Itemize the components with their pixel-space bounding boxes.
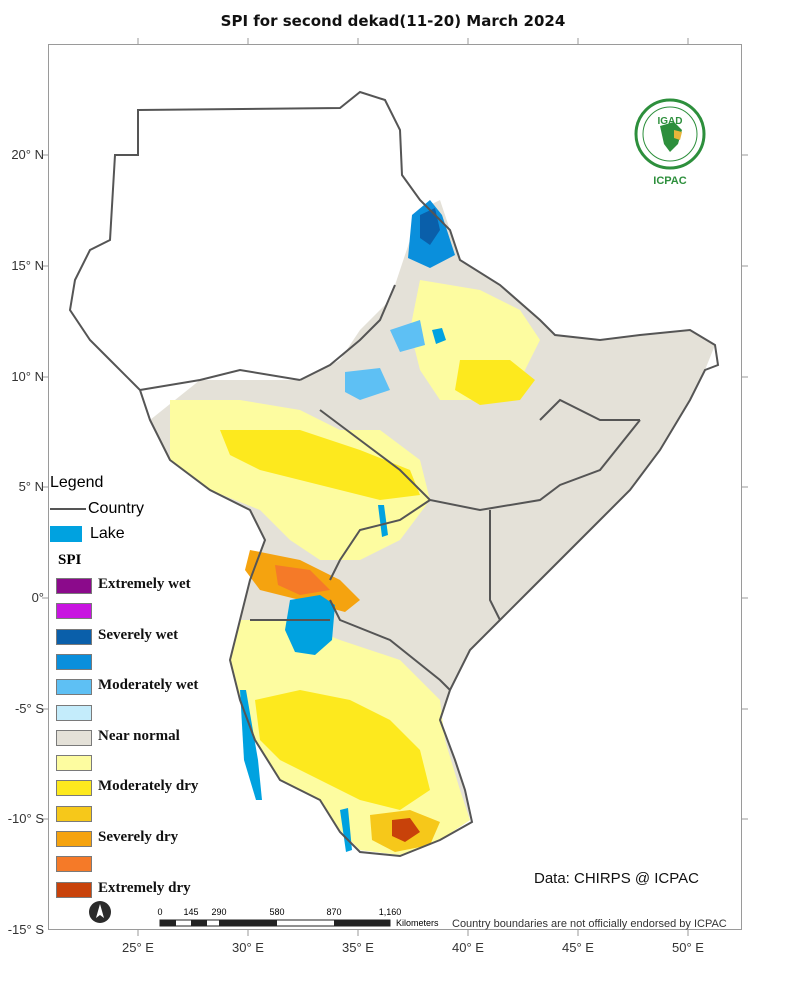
lake-victoria <box>285 595 335 655</box>
region-moddry-west <box>220 430 420 500</box>
region-modwet-ethiopia <box>390 320 425 352</box>
x-label-25e: 25° E <box>122 940 154 955</box>
region-modwet-sudan <box>345 368 390 400</box>
north-arrow-icon <box>89 901 111 923</box>
y-label-10n: 10° N <box>11 369 44 384</box>
x-label-35e: 35° E <box>342 940 374 955</box>
legend-title: Legend <box>50 474 104 491</box>
legend-swatch-3 <box>56 654 92 670</box>
map-title: SPI for second dekad(11-20) March 2024 <box>220 12 566 30</box>
y-label-20n: 20° N <box>11 147 44 162</box>
scale-tick-0: 0 <box>157 907 162 917</box>
region-extdry-south <box>392 818 420 842</box>
lake-turkana <box>378 505 388 537</box>
disclaimer: Country boundaries are not officially en… <box>452 918 727 930</box>
y-label-15n: 15° N <box>11 258 44 273</box>
legend-lake-label: Lake <box>90 525 125 542</box>
legend-swatch-7 <box>56 755 92 771</box>
scale-tick-580: 580 <box>269 907 284 917</box>
data-credit: Data: CHIRPS @ ICPAC <box>534 870 699 887</box>
legend-label-6: Near normal <box>98 728 180 744</box>
legend-swatch-4 <box>56 679 92 695</box>
legend-country-line <box>50 508 86 510</box>
logo-bottom-text: ICPAC <box>653 175 686 187</box>
legend-lake-swatch <box>50 526 82 542</box>
scale-tick-870: 870 <box>326 907 341 917</box>
scale-unit: Kilometers <box>396 918 439 928</box>
legend-label-8: Moderately dry <box>98 778 199 794</box>
legend-label-12: Extremely dry <box>98 880 191 896</box>
legend-swatch-10 <box>56 831 92 847</box>
legend-swatch-12 <box>56 882 92 898</box>
legend-swatch-5 <box>56 705 92 721</box>
legend-label-4: Moderately wet <box>98 677 199 693</box>
legend-swatch-1 <box>56 603 92 619</box>
x-label-40e: 40° E <box>452 940 484 955</box>
region-orange-west <box>275 565 330 595</box>
y-label-0: 0° <box>31 590 44 605</box>
scale-bar: 0 145 290 580 870 1,160 Kilometers <box>157 907 439 928</box>
x-label-50e: 50° E <box>672 940 704 955</box>
y-label-5s: -5° S <box>14 701 44 716</box>
scale-tick-145: 145 <box>183 907 198 917</box>
y-label-10s: -10° S <box>7 811 44 826</box>
lake-tana <box>432 328 446 344</box>
legend-label-2: Severely wet <box>98 627 179 643</box>
x-label-30e: 30° E <box>232 940 264 955</box>
legend-label-10: Severely dry <box>98 829 179 845</box>
legend-spi-title: SPI <box>58 552 82 568</box>
scale-tick-290: 290 <box>211 907 226 917</box>
legend-swatch-9 <box>56 806 92 822</box>
legend-swatch-2 <box>56 629 92 645</box>
region-sevwet-eritrea <box>420 208 440 245</box>
legend-swatch-6 <box>56 730 92 746</box>
legend-swatch-8 <box>56 780 92 796</box>
region-moddry-ethiopia <box>455 360 535 405</box>
legend-swatch-0 <box>56 578 92 594</box>
country-boundary-outline <box>68 90 720 858</box>
y-label-15s: -15° S <box>7 922 44 937</box>
legend-country-label: Country <box>88 500 145 517</box>
region-moddry-south <box>255 690 430 810</box>
legend-swatch-11 <box>56 856 92 872</box>
country-boundary-internal <box>139 284 641 691</box>
x-label-45e: 45° E <box>562 940 594 955</box>
y-label-5n: 5° N <box>18 479 44 494</box>
logo-top-text: IGAD <box>658 116 683 127</box>
scale-tick-1160: 1,160 <box>379 907 402 917</box>
icpac-logo: IGAD ICPAC <box>634 98 706 187</box>
legend-label-0: Extremely wet <box>98 576 191 592</box>
